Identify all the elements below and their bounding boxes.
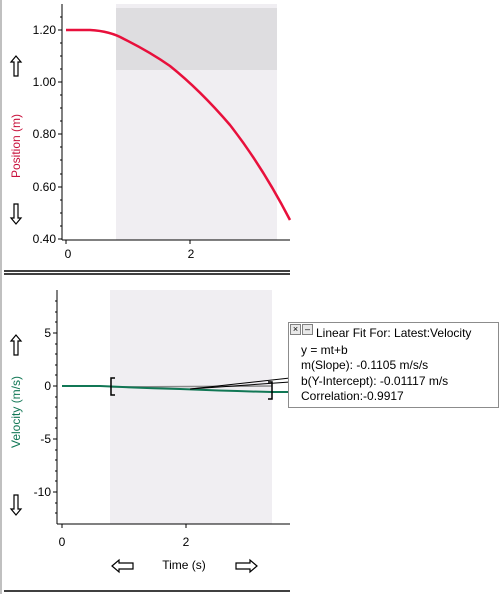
position-y-tick-label: 1.00 [33,75,57,89]
position-graph[interactable]: 1.20 1.00 0.80 0.60 0.40 0 2 Position (m… [9,4,292,261]
window-border-left [0,0,2,594]
position-y-tick-label: 0.40 [33,232,57,246]
up-arrow-icon[interactable] [9,334,23,356]
up-arrow-icon[interactable] [9,55,23,77]
position-y-tick-label: 0.80 [33,127,57,141]
down-arrow-icon[interactable] [9,203,23,225]
position-x-tick-marks [65,240,191,244]
graph-splitter[interactable] [4,270,290,275]
fit-slope: m(Slope): -0.1105 m/s/s [301,358,429,372]
velocity-data-curve [62,385,288,393]
velocity-selection-region[interactable] [110,290,272,524]
velocity-x-tick-marks [61,524,187,528]
velocity-y-tick-label: -5 [40,432,51,446]
velocity-graph[interactable]: 5 0 -5 -10 0 2 Velocity (m/s) Time (s) [9,290,291,574]
position-x-tick-label: 2 [188,247,195,261]
velocity-x-tick-label: 0 [59,535,66,549]
fit-range-right-bracket[interactable] [268,381,273,400]
fit-box-leader-line [189,377,291,390]
position-y-tick-marks [58,16,62,240]
linear-fit-info-box[interactable]: × – Linear Fit For: Latest:Velocity y = … [288,322,499,408]
position-y-tick-label: 1.20 [33,23,57,37]
left-arrow-icon[interactable] [111,558,134,574]
velocity-y-axis-label: Velocity (m/s) [9,376,23,448]
fit-range-left-bracket[interactable] [110,377,115,396]
position-examine-region [116,8,277,70]
close-icon[interactable]: × [290,324,301,335]
fit-title: Linear Fit For: Latest:Velocity [316,326,472,340]
velocity-x-tick-label: 2 [183,535,190,549]
time-x-axis-label: Time (s) [162,558,206,572]
fit-box-leader-line [189,381,291,390]
position-y-axis-label: Position (m) [9,114,23,178]
position-x-tick-label: 0 [65,247,72,261]
minimize-icon[interactable]: – [302,324,313,335]
velocity-y-tick-label: 5 [44,326,51,340]
position-y-tick-label: 0.60 [33,180,57,194]
position-data-curve [66,28,292,221]
right-arrow-icon[interactable] [235,558,258,574]
fit-equation: y = mt+b [301,343,348,357]
fit-correlation: Correlation:-0.9917 [301,389,404,403]
velocity-y-tick-label: 0 [44,379,51,393]
velocity-y-tick-label: -10 [34,485,52,499]
fit-intercept: b(Y-Intercept): -0.01117 m/s [301,374,449,388]
velocity-y-tick-marks [53,300,57,514]
down-arrow-icon[interactable] [9,494,23,516]
